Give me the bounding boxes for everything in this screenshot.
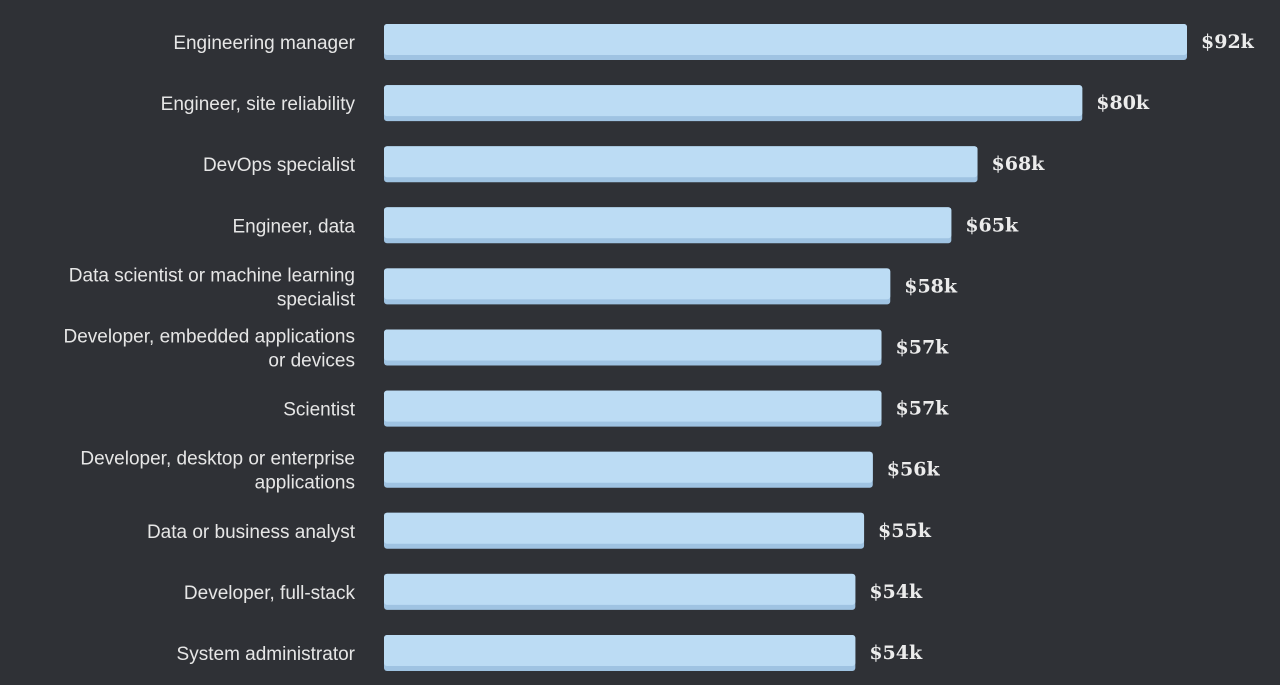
bar (384, 207, 952, 239)
bar (384, 146, 978, 178)
category-label: Engineer, site reliability (161, 94, 356, 115)
bar (384, 85, 1083, 117)
bar (384, 329, 882, 361)
value-label: $68k (992, 153, 1046, 175)
value-label: $56k (887, 459, 941, 481)
value-label: $54k (869, 581, 923, 603)
bar (384, 268, 891, 300)
bar (384, 24, 1187, 55)
category-label: DevOps specialist (203, 155, 356, 176)
bar (384, 635, 856, 666)
bar (384, 451, 873, 483)
value-label: $54k (869, 642, 923, 664)
category-labels: Engineering manager Engineer, site reliab… (63, 33, 355, 665)
category-label: Developer, desktop or enterprise applicat… (80, 449, 355, 494)
bars-layer (384, 24, 1187, 671)
value-label: $80k (1096, 92, 1150, 114)
bar (384, 573, 856, 605)
category-label: Developer, embedded applications or devic… (63, 327, 355, 372)
category-label: System administrator (177, 644, 356, 665)
category-label: Engineering manager (173, 33, 355, 54)
value-label: $57k (896, 398, 950, 420)
value-label: $58k (904, 275, 958, 297)
category-label: Data or business analyst (147, 522, 356, 543)
value-label: $92k (1201, 31, 1255, 53)
bar (384, 390, 882, 422)
category-label: Developer, full-stack (184, 583, 356, 604)
category-label: Engineer, data (232, 216, 355, 237)
value-label: $55k (878, 520, 932, 542)
value-label: $57k (896, 337, 950, 359)
value-label: $65k (965, 214, 1019, 236)
value-labels: $92k $80k $68k $65k $58k $57k $57k $56k $55k $54k… (869, 31, 1254, 664)
category-label: Data scientist or machine learning specia… (69, 265, 356, 310)
category-label: Scientist (283, 400, 356, 421)
bar (384, 512, 865, 544)
